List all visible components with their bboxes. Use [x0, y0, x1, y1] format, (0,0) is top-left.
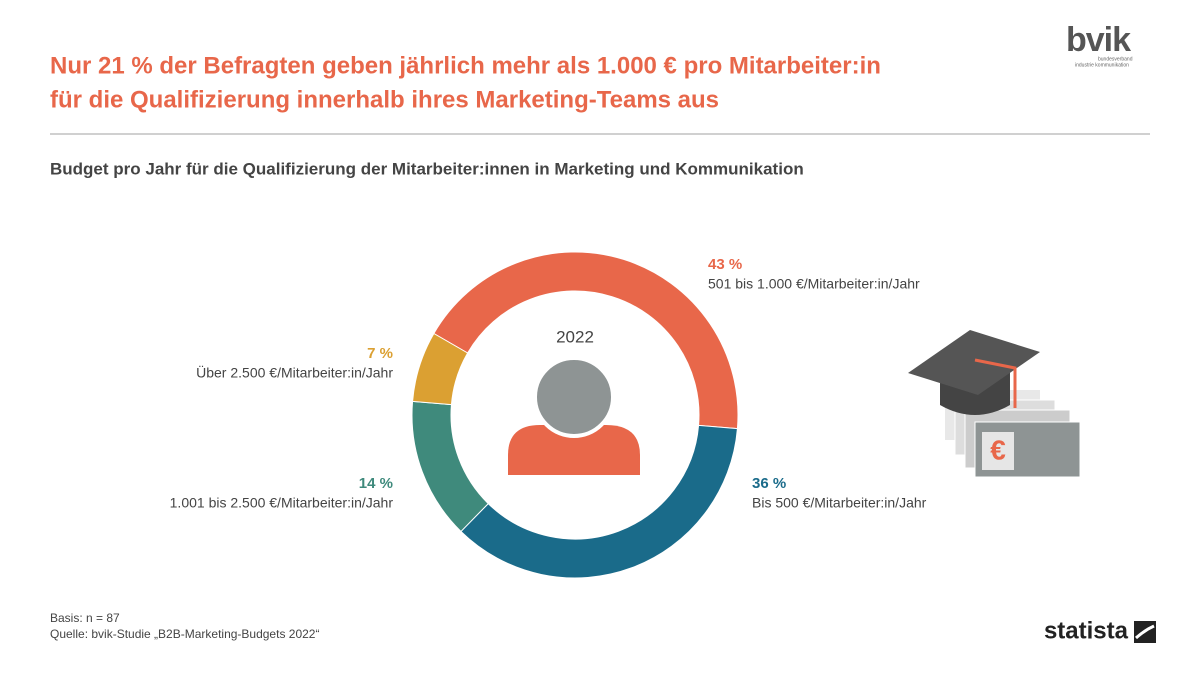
cap-top [908, 330, 1040, 395]
bvik-tagline: bundesverband [1098, 56, 1133, 62]
category-label: 501 bis 1.000 €/Mitarbeiter:in/Jahr [708, 276, 920, 292]
category-label: 1.001 bis 2.500 €/Mitarbeiter:in/Jahr [170, 495, 394, 511]
donut-segment [433, 251, 739, 430]
value-label: 14 % [359, 475, 393, 492]
category-label: Über 2.500 €/Mitarbeiter:in/Jahr [196, 364, 393, 381]
statista-mark-wave [1135, 624, 1155, 640]
illustration: € [908, 330, 1081, 478]
value-label: 43 % [708, 256, 742, 273]
cap-tassel [974, 358, 1017, 408]
euro-symbol: € [990, 434, 1006, 465]
center-label: 2022 [556, 327, 594, 346]
statista-logo: statista [1044, 617, 1129, 644]
bvik-logo: bvik [1066, 21, 1131, 59]
person-head [533, 356, 615, 438]
note: Quelle: bvik-Studie „B2B-Marketing-Budge… [50, 627, 319, 641]
donut-segment [412, 332, 469, 406]
value-label: 7 % [367, 345, 393, 362]
bvik-tagline: industrie kommunikation [1075, 62, 1129, 68]
subtitle: Budget pro Jahr für die Qualifizierung d… [50, 159, 804, 178]
person-body [508, 425, 640, 475]
title-line: Nur 21 % der Befragten geben jährlich me… [50, 52, 881, 79]
bill-badge [982, 432, 1014, 470]
person-icon [508, 356, 640, 475]
title-line: für die Qualifizierung innerhalb ihres M… [50, 86, 719, 113]
note: Basis: n = 87 [50, 611, 120, 625]
category-label: Bis 500 €/Mitarbeiter:in/Jahr [752, 495, 927, 511]
value-label: 36 % [752, 475, 786, 492]
